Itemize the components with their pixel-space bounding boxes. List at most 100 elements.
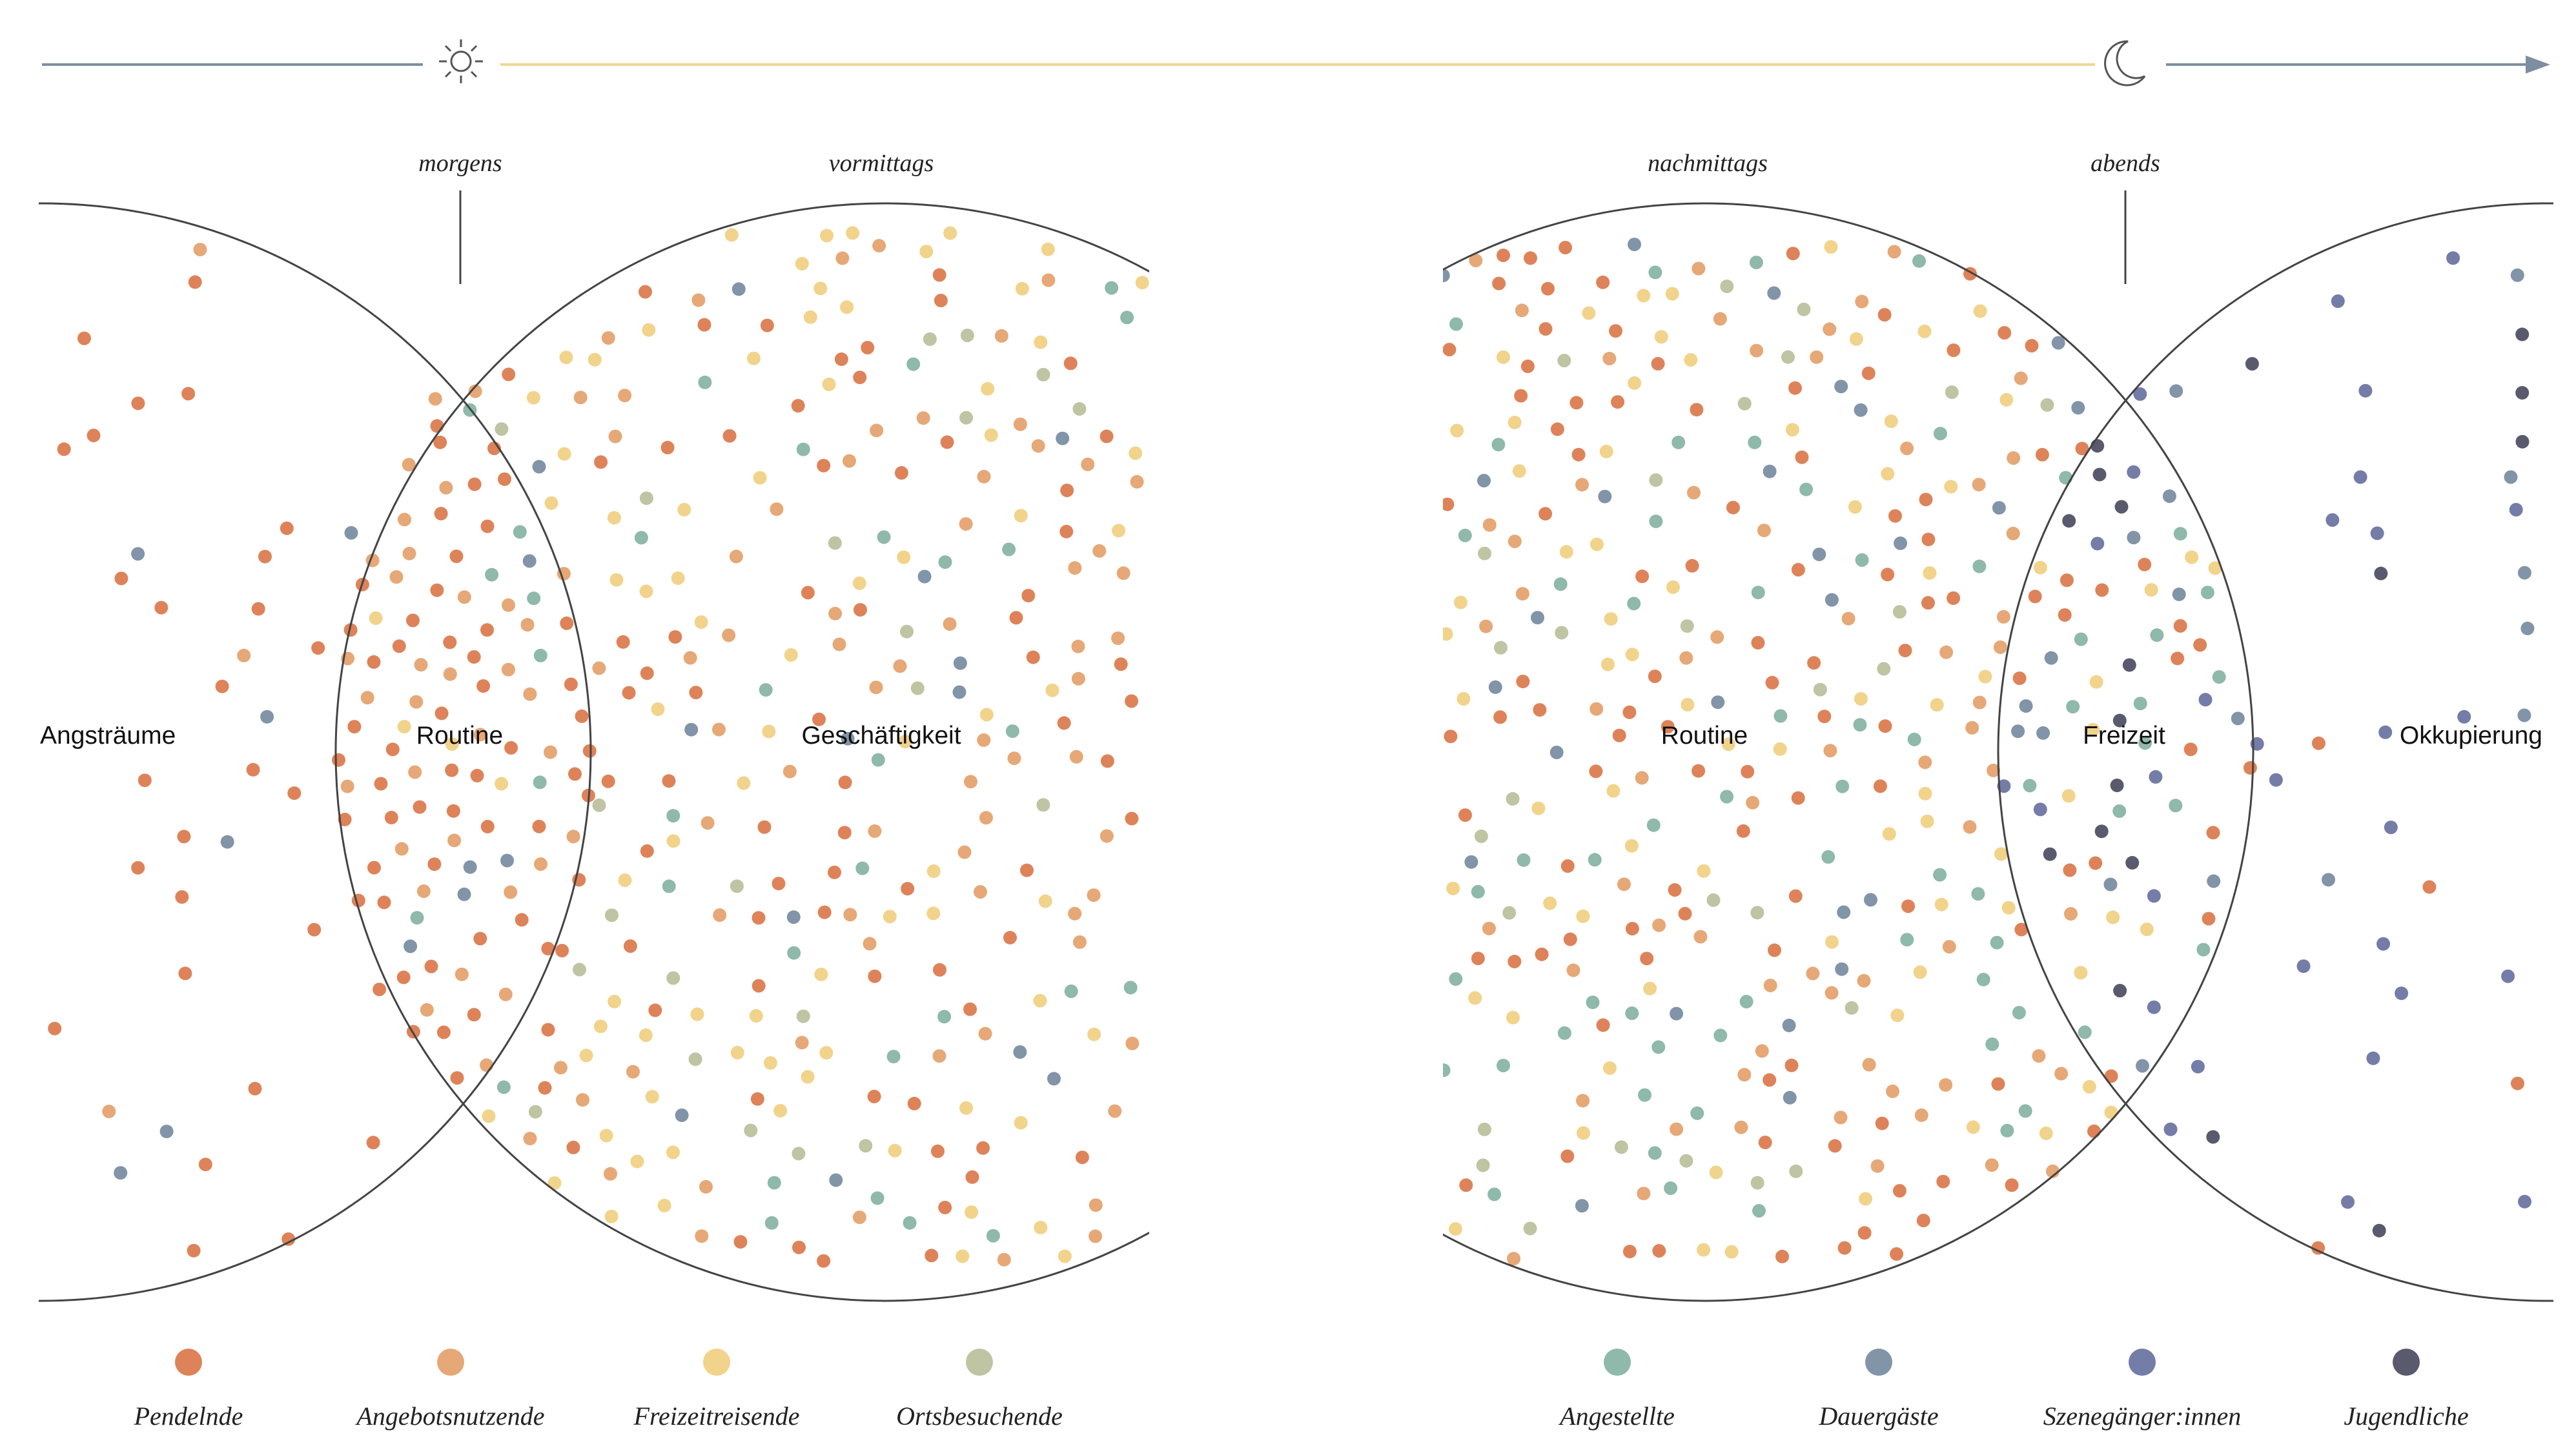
- dot-angebotsnutzende: [1617, 877, 1631, 892]
- dot-ortsbesuchende: [1523, 1221, 1537, 1236]
- dot-freizeitreisende: [579, 1048, 593, 1063]
- time-label-nachmittags: nachmittags: [1648, 150, 1768, 177]
- dot-pendelnde: [131, 396, 145, 411]
- dot-angebotsnutzende: [457, 590, 471, 604]
- legend-swatch-ortsbesuchende: [966, 1349, 993, 1376]
- dot-angebotsnutzende: [1734, 1120, 1748, 1134]
- dot-pendelnde: [662, 774, 676, 788]
- dot-angestellte: [906, 357, 921, 371]
- dot-freizeitreisende: [979, 708, 994, 722]
- dot-angebotsnutzende: [1637, 1187, 1651, 1201]
- dot-freizeitreisende: [959, 1101, 973, 1115]
- dot-freizeitreisende: [965, 1205, 979, 1220]
- dot-pendelnde: [1021, 589, 1036, 603]
- dot-freizeitreisende: [1666, 580, 1680, 594]
- dot-angestellte: [759, 683, 773, 697]
- dot-freizeitreisende: [1825, 935, 1839, 949]
- dot-pendelnde: [1791, 563, 1805, 577]
- dot-pendelnde: [853, 371, 867, 385]
- dot-angebotsnutzende: [1508, 535, 1522, 549]
- dot-angestellte: [2133, 697, 2147, 711]
- dot-dauergaeste: [1763, 464, 1777, 478]
- dot-pendelnde: [1075, 1150, 1089, 1165]
- dot-freizeitreisende: [822, 377, 836, 391]
- dot-angebotsnutzende: [402, 546, 416, 560]
- dot-ortsbesuchende: [792, 1147, 806, 1161]
- zone-label-freizeit: Freizeit: [2083, 722, 2165, 750]
- dot-angestellte: [1449, 972, 1463, 986]
- dot-ortsbesuchende: [666, 971, 680, 985]
- sun-icon: [439, 39, 483, 83]
- dot-freizeitreisende: [544, 496, 558, 510]
- dot-freizeitreisende: [1848, 500, 1862, 514]
- dot-pendelnde: [940, 435, 954, 449]
- dot-dauergaeste: [2520, 621, 2535, 635]
- legend-swatch-angebotsnutzende: [437, 1349, 464, 1376]
- dot-angestellte: [1690, 1106, 1704, 1120]
- dot-pendelnde: [1524, 251, 1537, 265]
- dot-angebotsnutzende: [843, 454, 856, 468]
- dot-freizeitreisende: [803, 310, 817, 324]
- legend-label-angestellte: Angestellte: [1558, 1402, 1675, 1431]
- dot-pendelnde: [198, 1158, 212, 1172]
- dot-angebotsnutzende: [1670, 1122, 1684, 1136]
- dot-pendelnde: [1765, 675, 1779, 689]
- dot-angestellte: [410, 911, 424, 925]
- dot-pendelnde: [566, 1140, 580, 1154]
- dot-angestellte: [886, 1050, 901, 1064]
- dot-freizeitreisende: [773, 1104, 788, 1118]
- dot-pendelnde: [280, 521, 294, 535]
- dot-angebotsnutzende: [916, 411, 930, 425]
- dot-angestellte: [1976, 972, 1990, 986]
- dot-angebotsnutzende: [1914, 1108, 1928, 1122]
- dot-pendelnde: [965, 1170, 979, 1184]
- dot-ortsbesuchende: [528, 1105, 542, 1119]
- dot-szenegaenger: [2457, 709, 2471, 724]
- dot-pendelnde: [1919, 493, 1933, 507]
- dot-angebotsnutzende: [420, 1003, 434, 1017]
- dot-freizeitreisende: [1058, 1249, 1072, 1263]
- dot-ortsbesuchende: [592, 798, 606, 812]
- dot-angestellte: [903, 1216, 917, 1230]
- dot-pendelnde: [854, 603, 867, 617]
- dot-freizeitreisende: [747, 351, 761, 365]
- dot-pendelnde: [639, 285, 652, 299]
- dot-ortsbesuchende: [1789, 1164, 1803, 1178]
- dot-szenegaenger: [2149, 770, 2163, 784]
- dot-angebotsnutzende: [523, 687, 537, 701]
- dot-angebotsnutzende: [1939, 645, 1954, 659]
- dot-angestellte: [1123, 981, 1138, 995]
- dot-angebotsnutzende: [1713, 312, 1727, 326]
- dot-pendelnde: [178, 966, 192, 981]
- dot-angebotsnutzende: [1963, 820, 1977, 834]
- dot-angebotsnutzende: [1482, 921, 1496, 935]
- dot-freizeitreisende: [1559, 545, 1573, 559]
- dot-angebotsnutzende: [1870, 1159, 1885, 1173]
- dot-angebotsnutzende: [1987, 763, 2001, 777]
- dot-pendelnde: [1651, 356, 1665, 371]
- legend-label-jugendliche: Jugendliche: [2344, 1402, 2468, 1431]
- dot-pendelnde: [1877, 308, 1892, 322]
- dot-pendelnde: [443, 635, 457, 649]
- legend-swatch-dauergaeste: [1865, 1349, 1892, 1376]
- dot-dauergaeste: [953, 656, 967, 670]
- zone-label-okkupierung: Okkupierung: [2400, 722, 2542, 750]
- dot-freizeitreisende: [919, 245, 934, 259]
- dot-pendelnde: [1837, 1241, 1852, 1255]
- dot-angebotsnutzende: [1993, 640, 2007, 654]
- dot-szenegaenger: [1997, 779, 2011, 793]
- dot-pendelnde: [560, 616, 574, 630]
- dot-pendelnde: [446, 804, 460, 818]
- dot-pendelnde: [430, 419, 444, 433]
- dot-angestellte: [1751, 586, 1765, 600]
- dot-freizeitreisende: [609, 573, 624, 587]
- legend-label-angebotsnutzende: Angebotsnutzende: [354, 1402, 544, 1431]
- dot-angebotsnutzende: [102, 1105, 116, 1119]
- dot-pendelnde: [392, 639, 406, 653]
- dot-pendelnde: [467, 650, 481, 664]
- dot-angebotsnutzende: [943, 617, 957, 631]
- dot-angebotsnutzende: [1069, 750, 1083, 764]
- dot-pendelnde: [504, 740, 518, 755]
- dot-pendelnde: [1652, 1244, 1666, 1258]
- dot-freizeitreisende: [618, 873, 632, 887]
